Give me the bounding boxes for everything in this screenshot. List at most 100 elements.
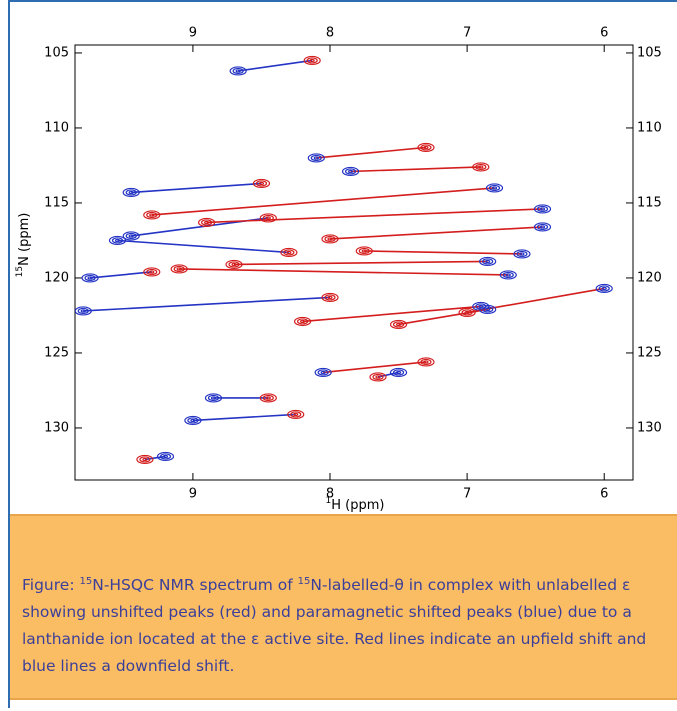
peak-contour bbox=[361, 249, 367, 253]
peak bbox=[314, 367, 332, 378]
peak bbox=[184, 415, 202, 426]
peak-contour bbox=[204, 393, 223, 403]
shift-line bbox=[364, 250, 522, 255]
peak bbox=[417, 357, 435, 367]
y-label-text: N (ppm) bbox=[17, 213, 32, 266]
peak-contour bbox=[389, 367, 408, 378]
peak-contour bbox=[417, 142, 435, 153]
peak-contour bbox=[536, 205, 549, 213]
peak-contour bbox=[125, 189, 137, 196]
peak-contour bbox=[533, 222, 552, 232]
peak bbox=[355, 246, 373, 256]
y-tick-label: 120 bbox=[44, 270, 69, 285]
peak-contour bbox=[479, 256, 497, 267]
y-tick-label: 115 bbox=[44, 195, 69, 210]
peak bbox=[81, 273, 99, 283]
peak bbox=[369, 372, 387, 382]
peak-contour bbox=[505, 273, 511, 277]
peak-contour bbox=[324, 294, 336, 301]
peak bbox=[321, 292, 339, 303]
shift-line bbox=[329, 226, 543, 240]
peak-contour bbox=[458, 307, 476, 318]
peak-contour bbox=[314, 367, 332, 378]
peak-contour bbox=[173, 265, 185, 273]
peak-contour bbox=[255, 180, 268, 187]
peak-contour bbox=[228, 261, 240, 268]
peak-contour bbox=[265, 216, 271, 220]
peak bbox=[307, 153, 325, 163]
peak-contour bbox=[369, 372, 387, 382]
peak-contour bbox=[598, 285, 610, 292]
peak-contour bbox=[341, 166, 360, 177]
peak-contour bbox=[307, 153, 325, 163]
y-axis-label: 15N (ppm) bbox=[15, 213, 32, 278]
peak bbox=[479, 256, 497, 267]
peak-contour bbox=[198, 217, 216, 228]
peak-contour bbox=[156, 451, 175, 462]
y-tick-label: 110 bbox=[44, 120, 69, 135]
peak bbox=[389, 367, 408, 378]
peak bbox=[479, 304, 497, 315]
peak-contour bbox=[420, 358, 432, 366]
peak-contour bbox=[601, 286, 607, 291]
peak-contour bbox=[321, 292, 339, 303]
peak-contour bbox=[149, 270, 155, 274]
peak-contour bbox=[128, 190, 134, 195]
peak-contour bbox=[283, 249, 295, 256]
peak-contour bbox=[355, 246, 373, 256]
x-axis-label: 1H (ppm) bbox=[326, 496, 385, 513]
peak bbox=[225, 259, 243, 270]
peak-contour bbox=[516, 250, 528, 258]
shift-line bbox=[206, 208, 543, 224]
peak-contour bbox=[122, 187, 140, 198]
peak-contour bbox=[309, 58, 315, 63]
shift-line bbox=[192, 413, 296, 422]
peak-contour bbox=[488, 184, 501, 192]
peak bbox=[485, 183, 504, 193]
peak bbox=[143, 267, 161, 277]
x-tick-label-top: 7 bbox=[463, 26, 471, 41]
peak-contour bbox=[303, 55, 321, 66]
peak-contour bbox=[482, 258, 494, 265]
peak-contour bbox=[207, 394, 220, 402]
y-tick-label-right: 105 bbox=[637, 45, 662, 60]
peak-contour bbox=[293, 316, 312, 327]
peak-contour bbox=[146, 211, 158, 219]
peak bbox=[108, 235, 127, 246]
y-tick-label-right: 115 bbox=[637, 195, 662, 210]
peak bbox=[389, 319, 408, 330]
shift-line bbox=[83, 296, 331, 312]
peak bbox=[75, 306, 92, 316]
caption-text: N-labelled-θ in complex with unlabelled … bbox=[22, 576, 647, 675]
peak-contour bbox=[485, 183, 504, 193]
peak-contour bbox=[287, 409, 305, 420]
y-tick-label: 125 bbox=[44, 345, 69, 360]
peak-contour bbox=[313, 156, 319, 160]
peak-contour bbox=[84, 274, 96, 282]
peak-contour bbox=[306, 57, 318, 64]
peak-contour bbox=[139, 456, 151, 463]
peak-contour bbox=[389, 319, 408, 330]
x-tick-label-top: 9 bbox=[189, 26, 197, 41]
peak bbox=[204, 393, 223, 403]
peak-contour bbox=[475, 303, 487, 310]
y-tick-label-right: 110 bbox=[637, 120, 662, 135]
peak-contour bbox=[499, 270, 517, 280]
peak-contour bbox=[204, 220, 210, 225]
peak-contour bbox=[513, 249, 531, 259]
shift-line bbox=[377, 371, 399, 378]
caption-text: Figure: bbox=[22, 576, 80, 594]
peak-contour bbox=[265, 396, 271, 400]
peak-contour bbox=[375, 375, 381, 379]
peak-contour bbox=[485, 259, 491, 264]
peak-contour bbox=[75, 306, 92, 316]
peak bbox=[170, 264, 188, 274]
peak-contour bbox=[225, 259, 243, 270]
peak-contour bbox=[327, 237, 333, 241]
peak-contour bbox=[320, 370, 326, 375]
peak-contour bbox=[372, 373, 384, 381]
peak bbox=[499, 270, 517, 280]
x-tick-label: 7 bbox=[463, 487, 471, 502]
shift-line bbox=[238, 59, 313, 72]
peak-contour bbox=[344, 168, 357, 175]
